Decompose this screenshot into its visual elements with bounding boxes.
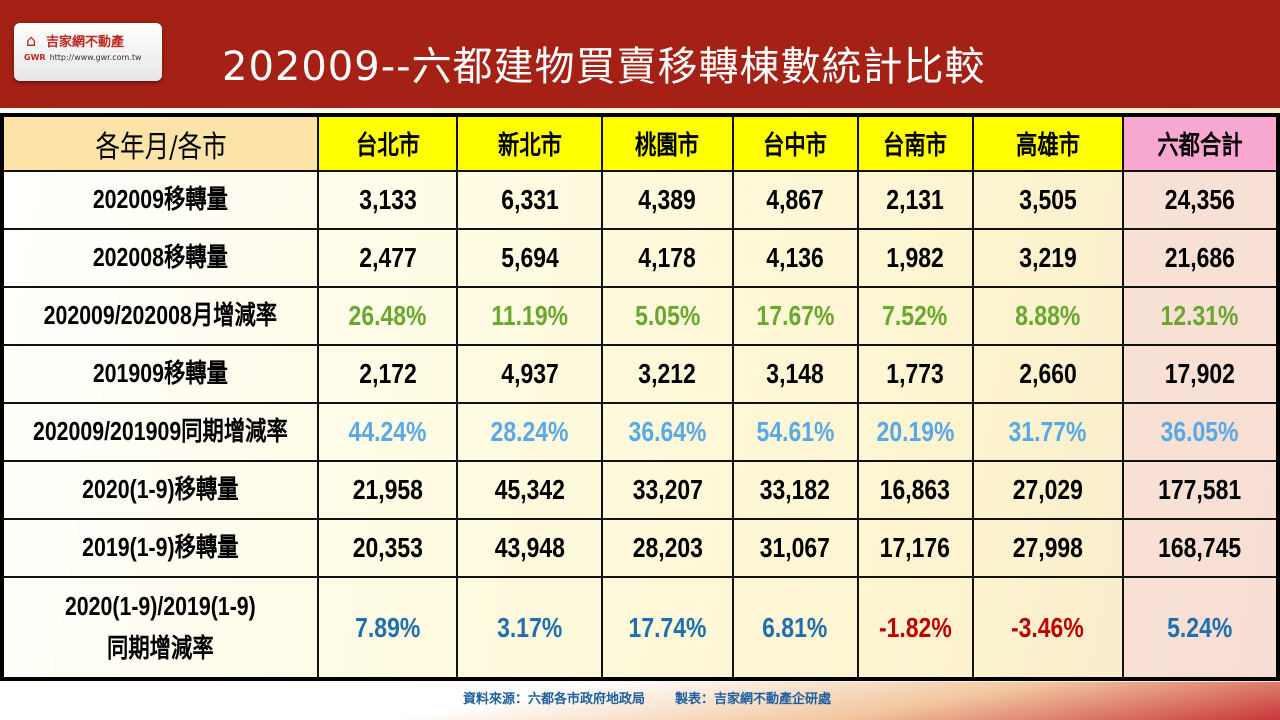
table-cell: 27,998 xyxy=(971,518,1124,578)
table-cell: 6,331 xyxy=(456,170,604,230)
table-cell: 4,867 xyxy=(731,170,859,230)
row-label: 202008移轉量 xyxy=(0,228,320,288)
table-cell: 45,342 xyxy=(456,460,604,520)
table-cell: 43,948 xyxy=(456,518,604,578)
column-header: 台南市 xyxy=(856,114,974,172)
table-cell: 5.05% xyxy=(601,286,734,346)
source-note: 資料來源：六都各市政府地政局 xyxy=(463,692,646,707)
house-icon: ⌂ xyxy=(26,31,37,50)
table-cell: 12.31% xyxy=(1121,286,1280,346)
table-cell: 36.05% xyxy=(1121,402,1280,462)
table-cell: -1.82% xyxy=(856,576,974,680)
row-label: 2019(1-9)移轉量 xyxy=(0,518,320,578)
column-header: 高雄市 xyxy=(971,114,1124,172)
table-cell: 11.19% xyxy=(456,286,604,346)
table-cell: 2,477 xyxy=(317,228,459,288)
table-cell: 17,176 xyxy=(856,518,974,578)
column-header: 台北市 xyxy=(317,114,459,172)
company-logo: ⌂ 吉家網不動產 GWR http://www.gwr.com.tw xyxy=(14,23,162,81)
table-cell: -3.46% xyxy=(971,576,1124,680)
table-cell: 7.89% xyxy=(317,576,459,680)
table-cell: 24,356 xyxy=(1121,170,1280,230)
table-row: 201909移轉量 2,172 4,937 3,212 3,148 1,773 2,660 1… xyxy=(0,344,1280,404)
row-label: 2020(1-9)/2019(1-9) 同期增減率 xyxy=(0,576,320,680)
table-cell: 33,182 xyxy=(731,460,859,520)
table-cell: 1,773 xyxy=(856,344,974,404)
table-row: 2019(1-9)移轉量 20,353 43,948 28,203 31,067 17,1… xyxy=(0,518,1280,578)
table-cell: 33,207 xyxy=(601,460,734,520)
footer-note: 資料來源：六都各市政府地政局 製表：吉家網不動產企研處 xyxy=(463,688,831,707)
table-cell: 20.19% xyxy=(856,402,974,462)
table-cell: 21,958 xyxy=(317,460,459,520)
logo-brand: GWR xyxy=(24,53,46,62)
statistics-table: 各年月/各市 台北市 新北市 桃園市 台中市 台南市 高雄市 六都合計 202009移轉量 3,1… xyxy=(0,113,1280,681)
table-cell: 4,136 xyxy=(731,228,859,288)
table-row: 2020(1-9)移轉量 21,958 45,342 33,207 33,182 16,8… xyxy=(0,460,1280,520)
table-cell: 2,172 xyxy=(317,344,459,404)
table-cell: 3.17% xyxy=(456,576,604,680)
table-row: 202009移轉量 3,133 6,331 4,389 4,867 2,131 3,505 2… xyxy=(0,170,1280,230)
column-header: 台中市 xyxy=(731,114,859,172)
table-cell: 36.64% xyxy=(601,402,734,462)
row-label: 2020(1-9)移轉量 xyxy=(0,460,320,520)
table-cell: 5.24% xyxy=(1121,576,1280,680)
table-cell: 17,902 xyxy=(1121,344,1280,404)
page-title: 202009--六都建物買賣移轉棟數統計比較 xyxy=(222,44,986,90)
table-cell: 27,029 xyxy=(971,460,1124,520)
table-cell: 16,863 xyxy=(856,460,974,520)
table-cell: 2,660 xyxy=(971,344,1124,404)
maker-note: 製表：吉家網不動產企研處 xyxy=(675,692,832,707)
table-cell: 6.81% xyxy=(731,576,859,680)
table-cell: 8.88% xyxy=(971,286,1124,346)
table-cell: 1,982 xyxy=(856,228,974,288)
table-cell: 4,178 xyxy=(601,228,734,288)
column-header: 各年月/各市 xyxy=(0,114,320,172)
table-row: 202009/201909同期增減率 44.24% 28.24% 36.64% 54.6… xyxy=(0,402,1280,462)
footer-band xyxy=(0,682,1280,720)
table-cell: 177,581 xyxy=(1121,460,1280,520)
column-header: 新北市 xyxy=(456,114,604,172)
row-label: 201909移轉量 xyxy=(0,344,320,404)
table-cell: 3,219 xyxy=(971,228,1124,288)
table-cell: 168,745 xyxy=(1121,518,1280,578)
table-cell: 4,389 xyxy=(601,170,734,230)
row-label: 202009/202008月增減率 xyxy=(0,286,320,346)
table-cell: 17.67% xyxy=(731,286,859,346)
table-cell: 3,133 xyxy=(317,170,459,230)
table-cell: 20,353 xyxy=(317,518,459,578)
row-label: 202009移轉量 xyxy=(0,170,320,230)
table-cell: 3,212 xyxy=(601,344,734,404)
table-cell: 31.77% xyxy=(971,402,1124,462)
table-row: 202009/202008月增減率 26.48% 11.19% 5.05% 17.67%… xyxy=(0,286,1280,346)
title-bar: ⌂ 吉家網不動產 GWR http://www.gwr.com.tw 202009… xyxy=(0,0,1280,108)
table-cell: 26.48% xyxy=(317,286,459,346)
logo-name: 吉家網不動產 xyxy=(46,35,125,50)
table-cell: 28,203 xyxy=(601,518,734,578)
column-header: 六都合計 xyxy=(1121,114,1280,172)
table-cell: 31,067 xyxy=(731,518,859,578)
table-cell: 28.24% xyxy=(456,402,604,462)
table-row: 202008移轉量 2,477 5,694 4,178 4,136 1,982 3,219 2… xyxy=(0,228,1280,288)
table-row: 2020(1-9)/2019(1-9) 同期增減率 7.89% 3.17% 17.74… xyxy=(0,576,1280,680)
table-cell: 3,505 xyxy=(971,170,1124,230)
column-header: 桃園市 xyxy=(601,114,734,172)
table-cell: 44.24% xyxy=(317,402,459,462)
table-cell: 7.52% xyxy=(856,286,974,346)
table-cell: 2,131 xyxy=(856,170,974,230)
table-cell: 17.74% xyxy=(601,576,734,680)
header-row: 各年月/各市 台北市 新北市 桃園市 台中市 台南市 高雄市 六都合計 xyxy=(0,114,1280,172)
table-cell: 5,694 xyxy=(456,228,604,288)
table-cell: 3,148 xyxy=(731,344,859,404)
table-cell: 54.61% xyxy=(731,402,859,462)
logo-url: http://www.gwr.com.tw xyxy=(49,53,142,62)
row-label: 202009/201909同期增減率 xyxy=(0,402,320,462)
table-cell: 4,937 xyxy=(456,344,604,404)
table-cell: 21,686 xyxy=(1121,228,1280,288)
